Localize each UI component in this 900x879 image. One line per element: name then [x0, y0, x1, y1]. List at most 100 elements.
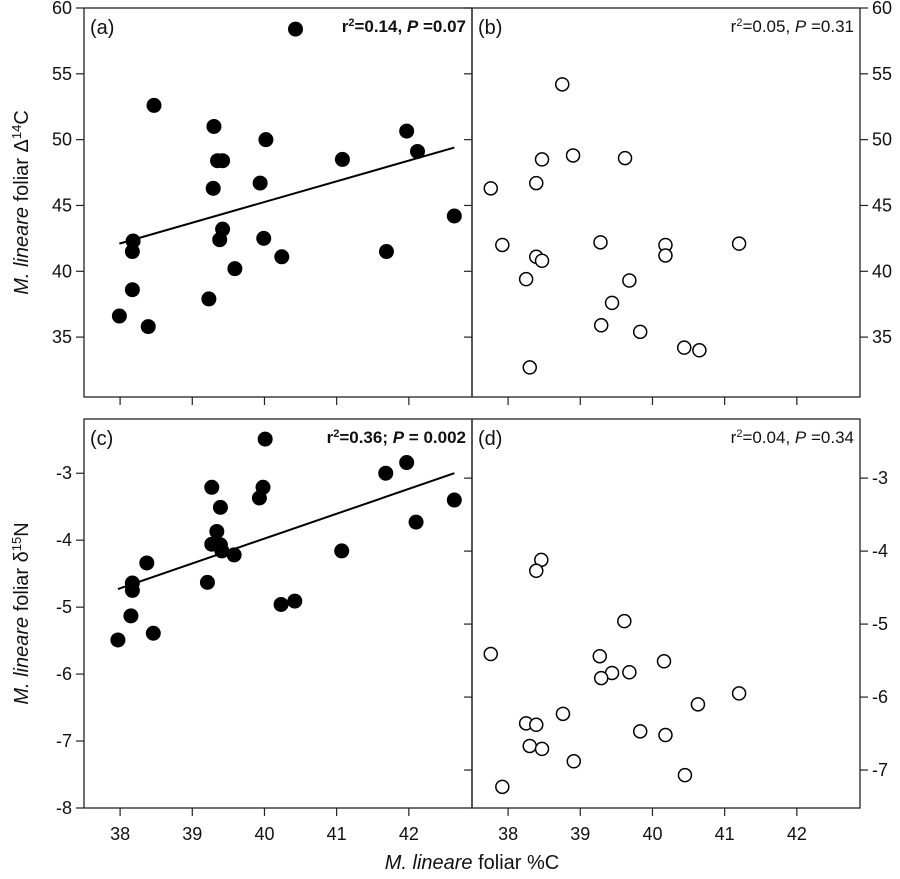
y-tick-label: 40: [872, 261, 892, 281]
data-point: [408, 514, 424, 530]
data-point: [565, 148, 581, 163]
data-point: [658, 248, 673, 263]
annot-p: P: [407, 17, 419, 36]
data-point: [205, 180, 221, 196]
data-point: [534, 253, 550, 269]
data-point: [204, 479, 220, 495]
data-point: [622, 273, 637, 288]
y-tick-label: -7: [56, 731, 72, 751]
data-point: [656, 654, 672, 669]
data-point: [534, 741, 550, 757]
data-point: [199, 574, 215, 590]
plot-frame: [83, 7, 473, 398]
annot-p-value: =0.07: [418, 17, 466, 36]
data-point: [378, 244, 394, 260]
data-point: [483, 181, 499, 196]
annot-sup: 2: [736, 17, 742, 29]
annot-r: r: [731, 17, 737, 36]
data-point: [534, 152, 550, 167]
x-tick-label: 41: [715, 824, 735, 844]
y-tick-label: 45: [872, 195, 892, 215]
data-point: [123, 608, 139, 624]
annot-p: P: [393, 428, 405, 447]
data-point: [522, 360, 537, 375]
plot-frame: [83, 418, 473, 809]
data-point: [604, 295, 620, 311]
data-point: [483, 646, 499, 662]
ylabel-tail: C: [11, 110, 33, 124]
data-point: [214, 543, 230, 559]
data-point: [528, 175, 544, 191]
data-point: [731, 686, 747, 701]
annot-p-value: =0.34: [806, 428, 854, 447]
y-tick-label: 50: [872, 130, 892, 150]
data-point: [146, 97, 162, 113]
data-point: [632, 724, 648, 739]
panel-label: (b): [478, 17, 502, 39]
data-point: [111, 308, 127, 324]
data-point: [212, 232, 228, 248]
y-tick-label: 40: [52, 261, 72, 281]
annot-p-value: =0.31: [806, 17, 854, 36]
data-point: [227, 261, 243, 277]
x-tick-label: 39: [570, 824, 590, 844]
y-tick-label: 45: [52, 195, 72, 215]
data-point: [593, 670, 609, 686]
annot-r2-value: =0.14,: [354, 17, 406, 36]
data-point: [632, 324, 648, 340]
ylabel-text: foliar Δ: [11, 139, 33, 207]
y-tick-label: 60: [872, 0, 892, 18]
data-point: [215, 153, 231, 169]
data-point: [446, 492, 462, 508]
stats-annotation: r2=0.05, P =0.31: [731, 17, 854, 36]
panel-d: -7 -6 -5 -4 -3 38 39 40 41 42 (d) r2=0.04, P =0.34: [464, 418, 888, 844]
data-point: [566, 754, 582, 769]
data-point: [528, 563, 544, 579]
data-point: [124, 244, 140, 260]
panel-c: -8 -7 -6 -5 -4 -3 38 39 40 41 42 (c) r2=0.36; P = 0.…: [9, 418, 473, 844]
data-point: [731, 236, 747, 251]
annot-p: P: [795, 17, 807, 36]
data-point: [617, 613, 632, 629]
data-point: [690, 697, 706, 712]
data-point: [288, 21, 304, 37]
data-point: [409, 143, 425, 159]
y-tick-label: 35: [872, 327, 892, 347]
ylabel-sup: 15: [9, 537, 24, 551]
x-tick-label: 38: [498, 824, 518, 844]
data-point: [658, 727, 673, 743]
x-axis-title: M. lineare foliar %C: [385, 852, 560, 874]
data-point: [399, 455, 415, 471]
annot-p: P: [795, 428, 807, 447]
data-point: [124, 282, 140, 298]
plot-frame: [471, 418, 861, 809]
regression-line: [119, 146, 455, 245]
ylabel-species: M. lineare: [11, 617, 33, 705]
annot-r2-value: =0.05,: [742, 17, 794, 36]
data-point: [617, 150, 633, 166]
annot-r: r: [342, 17, 349, 36]
data-point: [518, 271, 534, 287]
data-point: [257, 431, 273, 447]
data-point: [206, 118, 222, 134]
data-point: [145, 625, 161, 641]
stats-annotation: r2=0.14, P =0.07: [342, 17, 466, 36]
data-point: [256, 230, 272, 246]
y-tick-label: -6: [56, 664, 72, 684]
x-tick-label: 42: [787, 824, 807, 844]
panel-label: (d): [478, 428, 502, 450]
annot-p-value: = 0.002: [404, 428, 466, 447]
annot-r2-value: =0.04,: [742, 428, 794, 447]
data-point: [676, 340, 692, 355]
y-tick-label: -7: [872, 760, 888, 780]
data-point: [251, 490, 267, 506]
data-point: [378, 465, 394, 481]
data-point: [110, 632, 126, 648]
data-point: [226, 547, 242, 563]
y-tick-label: 55: [872, 64, 892, 84]
data-point: [554, 77, 570, 92]
data-point: [522, 738, 537, 754]
data-point: [258, 132, 274, 148]
y-axis-title: M. lineare foliar δ15N: [9, 522, 34, 704]
